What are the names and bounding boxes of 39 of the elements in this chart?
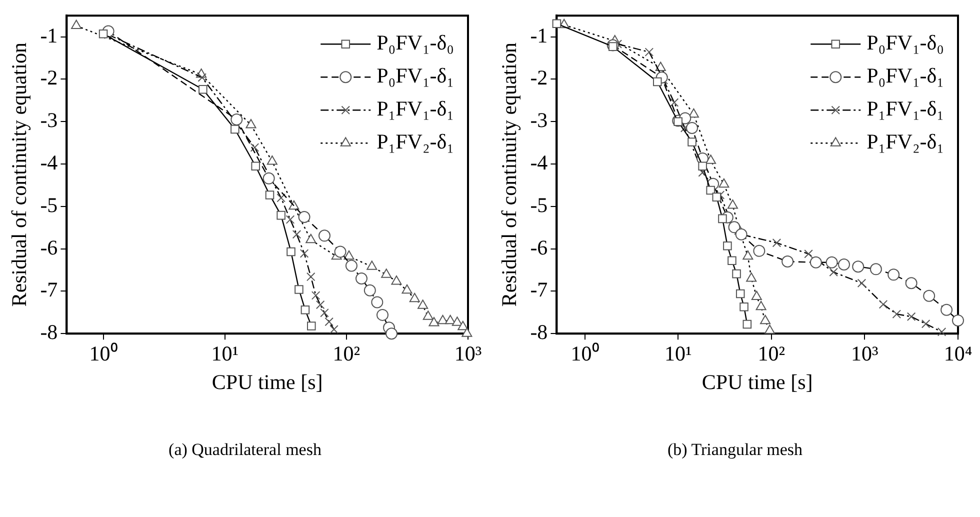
legend-label: P₁FV₂-δ₁ — [866, 130, 944, 154]
y-tick-label: -5 — [530, 192, 548, 217]
legend-label: P₀FV₁-δ₁ — [866, 64, 944, 88]
legend-label: P₀FV₁-δ₁ — [376, 64, 454, 88]
y-axis-title: Residual of continuity equation — [7, 42, 32, 307]
y-tick-label: -3 — [40, 108, 58, 132]
y-tick-label: -1 — [530, 23, 548, 48]
text: (b) Triangular mesh — [666, 440, 804, 460]
text: (a) Quadrilateral mesh — [168, 440, 322, 460]
y-tick-label: -6 — [530, 235, 548, 260]
x-tick-label: 10³ — [454, 342, 482, 366]
y-axis-title: Residual of continuity equation — [497, 42, 522, 307]
x-tick-label: 10¹ — [664, 342, 692, 366]
legend-label: P₁FV₂-δ₁ — [376, 130, 454, 154]
y-tick-label: -5 — [40, 192, 58, 217]
y-tick-label: -8 — [530, 320, 548, 344]
y-tick-label: -4 — [40, 150, 58, 175]
x-tick-label: 10² — [332, 342, 360, 366]
x-axis-title: CPU time [s] — [702, 370, 813, 394]
legend-label: P₁FV₁-δ₁ — [866, 96, 944, 121]
x-tick-label: 10⁰ — [570, 342, 599, 366]
y-tick-label: -6 — [40, 235, 58, 260]
x-axis-title: CPU time [s] — [212, 370, 323, 394]
y-tick-label: -2 — [40, 66, 58, 90]
x-tick-label: 10⁴ — [944, 342, 972, 366]
x-tick-label: 10¹ — [211, 342, 239, 366]
legend-label: P₀FV₁-δ₀ — [866, 30, 944, 55]
y-tick-label: -7 — [530, 278, 548, 302]
x-tick-label: 10² — [758, 342, 786, 366]
legend-label: P₀FV₁-δ₀ — [376, 30, 454, 55]
y-tick-label: -7 — [40, 278, 58, 302]
x-tick-label: 10³ — [851, 342, 878, 366]
y-tick-label: -1 — [40, 23, 58, 48]
y-tick-label: -3 — [530, 108, 548, 132]
y-tick-label: -8 — [40, 320, 58, 344]
legend-label: P₁FV₁-δ₁ — [376, 96, 454, 121]
y-tick-label: -4 — [530, 150, 548, 175]
x-tick-label: 10⁰ — [89, 342, 118, 366]
y-tick-label: -2 — [530, 66, 548, 90]
